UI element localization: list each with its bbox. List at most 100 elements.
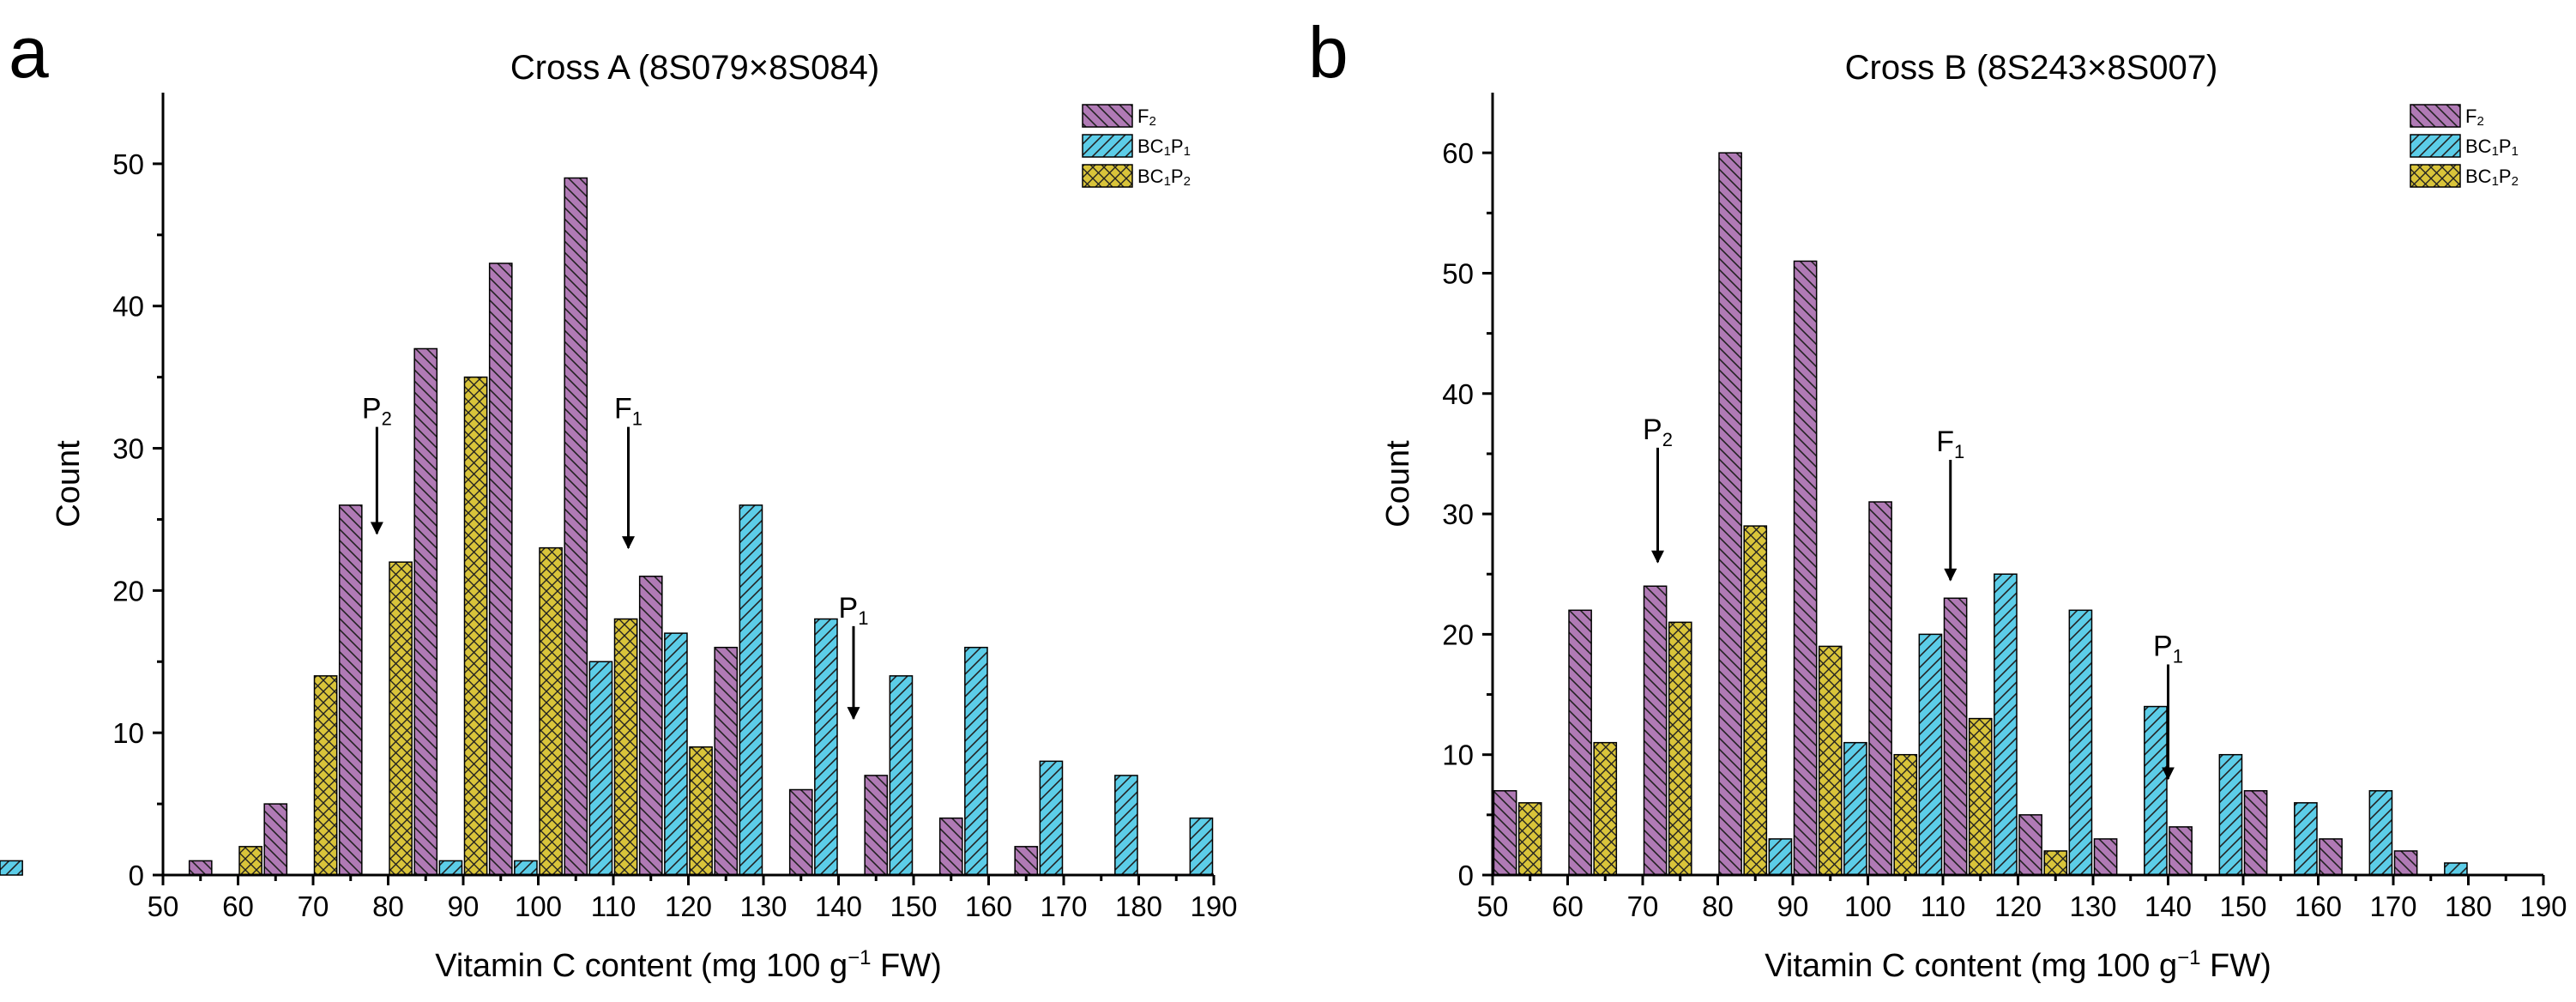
bar-bc1p1 bbox=[1918, 633, 1943, 876]
bar-f2 bbox=[1718, 152, 1742, 876]
bar-bc1p1 bbox=[1114, 775, 1138, 876]
bar-bc1p1 bbox=[1039, 760, 1064, 876]
bar-bc1p1 bbox=[1189, 817, 1214, 876]
bar-bc1p2 bbox=[238, 846, 262, 876]
x-tick-label: 100 bbox=[515, 890, 562, 922]
chart-cross-b: Cross B (8S243×8S007)50 60 70 80 90 100 110 120… bbox=[1380, 49, 2567, 984]
x-axis-title: Vitamin C content (mg 100 g−1 FW) bbox=[1765, 946, 2271, 984]
bar-f2 bbox=[488, 263, 513, 876]
y-tick-label: 10 bbox=[1442, 739, 1474, 771]
bar-f2 bbox=[938, 817, 963, 876]
x-tick-label: 160 bbox=[965, 890, 1012, 922]
x-tick-label: 80 bbox=[372, 890, 404, 922]
legend-label-bc1p2: BC1P2 bbox=[1137, 166, 1191, 189]
x-tick-label: 120 bbox=[1994, 890, 2042, 922]
x-tick-label: 70 bbox=[298, 890, 329, 922]
x-tick-label: 190 bbox=[1190, 890, 1237, 922]
x-tick-label: 120 bbox=[665, 890, 712, 922]
y-tick-label: 10 bbox=[112, 717, 144, 749]
bar-f2 bbox=[864, 775, 889, 876]
legend-label-bc1p1: BC1P1 bbox=[1137, 136, 1191, 159]
legend-label-bc1p1: BC1P1 bbox=[2465, 136, 2519, 159]
x-tick-label: 140 bbox=[815, 890, 862, 922]
annotation-p2: P2 bbox=[362, 393, 392, 430]
bar-f2 bbox=[338, 504, 363, 876]
legend-swatch-bc1p1 bbox=[2410, 134, 2461, 158]
bar-bc1p1 bbox=[1843, 741, 1867, 876]
x-tick-label: 60 bbox=[222, 890, 254, 922]
x-tick-label: 60 bbox=[1552, 890, 1584, 922]
bar-f2 bbox=[1868, 501, 1892, 876]
annotation-f1: F1 bbox=[1936, 426, 1964, 462]
bar-f2 bbox=[263, 803, 288, 876]
bar-bc1p1 bbox=[2294, 802, 2318, 876]
legend-label-f2: F2 bbox=[1137, 106, 1156, 129]
y-tick-label: 30 bbox=[1442, 498, 1474, 530]
bar-f2 bbox=[413, 347, 438, 876]
bar-f2 bbox=[2243, 790, 2268, 876]
chart-title: Cross B (8S243×8S007) bbox=[1845, 49, 2218, 87]
legend-swatch-bc1p2 bbox=[2410, 164, 2461, 188]
bar-f2 bbox=[1568, 609, 1592, 876]
bar-bc1p1 bbox=[964, 646, 988, 876]
x-tick-label: 110 bbox=[591, 890, 636, 922]
bar-bc1p1 bbox=[588, 661, 613, 876]
x-tick-label: 50 bbox=[148, 890, 179, 922]
chart-cross-a: Cross A (8S079×8S084)50 60 70 80 90 100 110 120… bbox=[0, 49, 1238, 984]
x-tick-label: 110 bbox=[1921, 890, 1966, 922]
x-tick-label: 180 bbox=[1115, 890, 1162, 922]
legend-label-f2: F2 bbox=[2465, 106, 2484, 129]
legend-swatch-f2 bbox=[1082, 104, 1133, 128]
legend-swatch-bc1p1 bbox=[1082, 134, 1133, 158]
x-tick-label: 170 bbox=[2369, 890, 2416, 922]
bar-bc1p2 bbox=[539, 546, 563, 876]
bar-f2 bbox=[1943, 597, 1968, 876]
y-tick-label: 40 bbox=[112, 291, 144, 323]
y-tick-label: 50 bbox=[1442, 257, 1474, 289]
bar-bc1p2 bbox=[689, 746, 713, 876]
x-tick-label: 80 bbox=[1702, 890, 1734, 922]
x-tick-label: 100 bbox=[1844, 890, 1891, 922]
bar-f2 bbox=[638, 576, 663, 876]
bar-f2 bbox=[714, 646, 739, 876]
bar-bc1p1 bbox=[889, 675, 914, 876]
x-tick-label: 90 bbox=[1777, 890, 1809, 922]
x-tick-label: 150 bbox=[890, 890, 937, 922]
bar-bc1p1 bbox=[739, 504, 763, 876]
x-tick-label: 140 bbox=[2145, 890, 2192, 922]
bar-bc1p1 bbox=[814, 618, 838, 876]
x-tick-label: 130 bbox=[739, 890, 787, 922]
panel-label-b: b bbox=[1308, 12, 1348, 93]
bar-bc1p1 bbox=[2218, 753, 2243, 876]
x-tick-label: 50 bbox=[1477, 890, 1509, 922]
legend: F2 BC1P1 BC1P2 bbox=[1082, 104, 1191, 189]
bar-f2 bbox=[1643, 585, 1668, 876]
annotation-p1: P1 bbox=[839, 592, 869, 629]
x-tick-label: 90 bbox=[448, 890, 480, 922]
x-tick-label: 170 bbox=[1040, 890, 1087, 922]
legend-swatch-f2 bbox=[2410, 104, 2461, 128]
bar-bc1p1 bbox=[1994, 573, 2018, 876]
bar-bc1p1 bbox=[2068, 609, 2093, 876]
bar-f2 bbox=[2093, 838, 2118, 876]
y-tick-label: 0 bbox=[129, 860, 144, 891]
y-tick-label: 40 bbox=[1442, 378, 1474, 410]
bar-f2 bbox=[2018, 814, 2042, 876]
chart-title: Cross A (8S079×8S084) bbox=[510, 49, 879, 87]
bar-bc1p1 bbox=[438, 860, 463, 876]
bar-bc1p2 bbox=[389, 561, 413, 876]
x-axis-title: Vitamin C content (mg 100 g−1 FW) bbox=[435, 946, 942, 984]
bar-bc1p2 bbox=[1818, 645, 1843, 876]
y-tick-label: 60 bbox=[1442, 137, 1474, 169]
bar-f2 bbox=[788, 788, 813, 876]
bar-bc1p1 bbox=[2368, 790, 2393, 876]
bar-bc1p2 bbox=[1668, 621, 1692, 876]
x-tick-label: 130 bbox=[2069, 890, 2116, 922]
bar-bc1p2 bbox=[2043, 850, 2068, 876]
legend-label-bc1p2: BC1P2 bbox=[2465, 166, 2519, 189]
bar-bc1p1 bbox=[664, 632, 688, 876]
y-axis-title: Count bbox=[1380, 440, 1416, 528]
legend-swatch-bc1p2 bbox=[1082, 164, 1133, 188]
